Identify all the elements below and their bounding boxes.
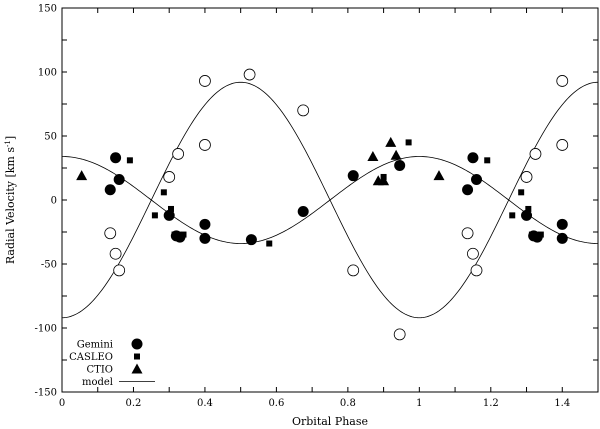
gemini-point — [113, 174, 125, 186]
gemini-point — [297, 206, 309, 218]
gemini-point — [199, 232, 211, 244]
gemini-point — [556, 218, 568, 230]
casleo-point — [160, 189, 167, 196]
casleo-point — [405, 139, 412, 146]
unlabeled-point — [109, 247, 122, 260]
y-axis-label-exponent: -1 — [4, 140, 12, 147]
gemini-point — [163, 209, 175, 221]
ctio-point — [367, 150, 379, 161]
casleo-point — [126, 157, 133, 164]
unlabeled-point — [347, 264, 360, 277]
unlabeled-point — [470, 264, 483, 277]
y-axis-label-close: ] — [4, 136, 17, 140]
x-tick-label: 1.4 — [554, 398, 570, 409]
unlabeled-point — [104, 227, 117, 240]
gemini-point — [471, 174, 483, 186]
x-tick-label: 0.6 — [268, 398, 284, 409]
ctio-point — [433, 170, 445, 181]
casleo-point — [171, 231, 178, 238]
axis-ticks: 0 0.2 0.4 0.6 0.8 1 1.2 1.4 -150 -100 -50 0 50 100 150 — [35, 4, 599, 409]
ctio-point — [390, 149, 402, 160]
casleo-point — [525, 205, 532, 212]
x-tick-label: 0 — [59, 398, 65, 409]
casleo-point — [167, 205, 174, 212]
unlabeled-point — [113, 264, 126, 277]
gemini-point — [245, 234, 257, 246]
x-tick-label: 1.2 — [483, 398, 499, 409]
unlabeled-point — [556, 75, 569, 87]
casleo-point — [151, 212, 158, 219]
data-points — [76, 68, 569, 341]
unlabeled-point — [172, 148, 185, 160]
y-tick-label: -150 — [35, 388, 57, 399]
casleo-point — [180, 231, 187, 238]
casleo-point — [518, 189, 525, 196]
y-tick-label: -100 — [35, 324, 57, 335]
unlabeled-point — [520, 171, 533, 183]
casleo-point — [537, 231, 544, 238]
gemini-point — [104, 184, 116, 196]
gemini-point — [347, 170, 359, 182]
gemini-point — [199, 218, 211, 230]
gemini-point — [521, 209, 533, 221]
y-axis-label: Radial Velocity [km s-1] — [4, 136, 17, 264]
ctio-point — [378, 175, 390, 186]
casleo-point — [509, 212, 516, 219]
ctio-point — [385, 136, 397, 147]
unlabeled-point — [529, 148, 542, 160]
legend-label: model — [82, 377, 113, 388]
legend-marker — [134, 353, 140, 360]
y-tick-label: 0 — [51, 196, 57, 207]
casleo-point — [266, 240, 273, 247]
legend-label: Gemini — [77, 340, 113, 351]
model-curve — [61, 81, 599, 319]
gemini-point — [467, 152, 479, 164]
unlabeled-point — [199, 75, 211, 87]
x-tick-label: 1 — [416, 398, 422, 409]
casleo-point — [528, 231, 535, 238]
ctio-point — [76, 170, 88, 181]
unlabeled-point — [243, 68, 256, 81]
unlabeled-point — [393, 328, 406, 341]
gemini-point — [110, 152, 122, 164]
unlabeled-point — [461, 227, 474, 240]
casleo-point — [484, 157, 491, 164]
unlabeled-point — [467, 247, 479, 260]
legend-label: CTIO — [87, 365, 113, 376]
unlabeled-point — [556, 139, 569, 151]
y-tick-label: -50 — [41, 260, 57, 271]
x-tick-label: 0.4 — [197, 398, 213, 409]
unlabeled-point — [163, 171, 176, 183]
x-tick-label: 0.2 — [126, 398, 142, 409]
gemini-point — [556, 232, 568, 244]
y-tick-label: 150 — [38, 4, 57, 15]
unlabeled-point — [199, 139, 211, 151]
legend-label: CASLEO — [69, 352, 113, 363]
unlabeled-point — [297, 104, 310, 117]
legend-marker — [131, 338, 143, 350]
x-axis-label: Orbital Phase — [292, 415, 368, 428]
gemini-point — [462, 184, 474, 196]
y-tick-label: 50 — [44, 132, 57, 143]
y-tick-label: 100 — [38, 68, 57, 79]
model-curves — [61, 81, 599, 319]
x-tick-label: 0.8 — [340, 398, 356, 409]
legend-marker — [131, 363, 143, 374]
gemini-point — [394, 159, 406, 171]
